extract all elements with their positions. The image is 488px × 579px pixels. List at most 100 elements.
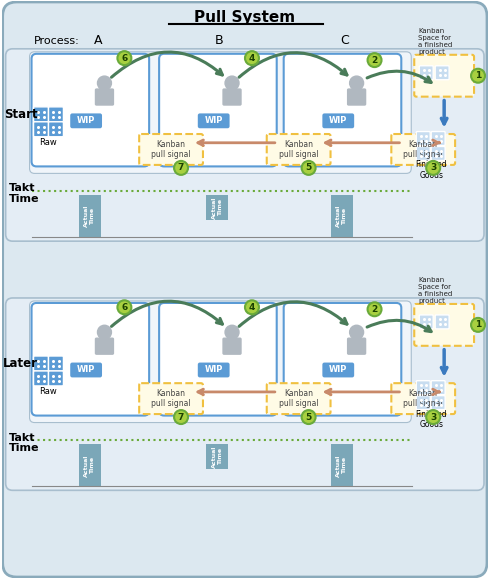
FancyBboxPatch shape (416, 395, 430, 409)
Text: WIP: WIP (204, 116, 223, 125)
Circle shape (118, 301, 131, 314)
Text: Pull System: Pull System (194, 10, 295, 25)
Circle shape (225, 325, 239, 339)
Text: Kanban
Space for
a finished
product: Kanban Space for a finished product (418, 277, 452, 304)
Text: WIP: WIP (329, 116, 347, 125)
FancyBboxPatch shape (96, 338, 113, 354)
Text: Kanban
pull signal: Kanban pull signal (279, 140, 319, 159)
FancyBboxPatch shape (30, 301, 411, 423)
Circle shape (174, 410, 188, 424)
Circle shape (349, 325, 364, 339)
FancyBboxPatch shape (197, 112, 231, 129)
FancyBboxPatch shape (416, 146, 430, 160)
Text: 6: 6 (122, 54, 127, 63)
Circle shape (349, 76, 364, 90)
Text: 7: 7 (178, 163, 184, 173)
Text: Finished
Goods: Finished Goods (415, 409, 447, 429)
Text: WIP: WIP (77, 116, 95, 125)
FancyBboxPatch shape (223, 338, 241, 354)
Text: B: B (215, 34, 223, 47)
Text: Time: Time (9, 195, 39, 204)
Text: Kanban
pull signal: Kanban pull signal (279, 389, 319, 408)
Text: Raw: Raw (40, 387, 58, 396)
Text: 1: 1 (475, 320, 481, 329)
Text: 5: 5 (305, 413, 312, 422)
Text: A: A (94, 34, 102, 47)
Text: Time: Time (9, 444, 39, 453)
Text: Actual
Time: Actual Time (84, 454, 95, 477)
Text: WIP: WIP (204, 365, 223, 375)
Circle shape (471, 69, 485, 83)
FancyBboxPatch shape (48, 356, 63, 371)
Text: 2: 2 (371, 56, 378, 65)
FancyBboxPatch shape (223, 89, 241, 105)
Circle shape (225, 76, 239, 90)
Text: Kanban
pull signal: Kanban pull signal (404, 140, 443, 159)
FancyBboxPatch shape (431, 131, 445, 145)
FancyBboxPatch shape (197, 361, 231, 379)
FancyBboxPatch shape (419, 66, 433, 80)
FancyBboxPatch shape (30, 52, 411, 173)
Text: Finished
Goods: Finished Goods (415, 160, 447, 180)
Text: Raw: Raw (40, 138, 58, 146)
FancyBboxPatch shape (48, 371, 63, 386)
Bar (79, 195, 101, 237)
Text: Actual
Time: Actual Time (212, 197, 223, 219)
FancyBboxPatch shape (284, 303, 401, 416)
FancyBboxPatch shape (267, 383, 330, 414)
Text: WIP: WIP (77, 365, 95, 375)
FancyBboxPatch shape (32, 303, 149, 416)
FancyBboxPatch shape (69, 112, 103, 129)
FancyBboxPatch shape (139, 383, 203, 414)
Text: Process:: Process: (34, 36, 79, 46)
FancyBboxPatch shape (414, 304, 474, 346)
Circle shape (367, 302, 382, 316)
Text: 4: 4 (249, 303, 255, 312)
FancyBboxPatch shape (96, 89, 113, 105)
FancyBboxPatch shape (416, 380, 430, 395)
Text: Start: Start (4, 108, 38, 120)
Text: 3: 3 (430, 413, 436, 422)
Text: Actual
Time: Actual Time (336, 205, 347, 228)
FancyBboxPatch shape (419, 315, 433, 329)
Text: Kanban
pull signal: Kanban pull signal (404, 389, 443, 408)
Text: C: C (340, 34, 349, 47)
FancyBboxPatch shape (48, 122, 63, 137)
FancyBboxPatch shape (267, 134, 330, 165)
Text: 4: 4 (249, 54, 255, 63)
FancyBboxPatch shape (69, 361, 103, 379)
Text: Actual
Time: Actual Time (336, 454, 347, 477)
FancyBboxPatch shape (431, 380, 445, 395)
FancyBboxPatch shape (435, 66, 449, 80)
FancyBboxPatch shape (6, 49, 484, 241)
FancyBboxPatch shape (321, 361, 355, 379)
FancyBboxPatch shape (6, 298, 484, 490)
FancyBboxPatch shape (284, 54, 401, 166)
Bar (331, 445, 353, 486)
Text: 1: 1 (475, 71, 481, 80)
Text: 5: 5 (305, 163, 312, 173)
Circle shape (245, 301, 259, 314)
Text: Actual
Time: Actual Time (84, 205, 95, 228)
FancyBboxPatch shape (34, 107, 48, 122)
Circle shape (118, 51, 131, 65)
Circle shape (174, 161, 188, 175)
FancyBboxPatch shape (391, 383, 455, 414)
Text: Kanban
pull signal: Kanban pull signal (151, 389, 191, 408)
Circle shape (426, 410, 440, 424)
FancyBboxPatch shape (416, 131, 430, 145)
FancyBboxPatch shape (391, 134, 455, 165)
FancyBboxPatch shape (347, 89, 366, 105)
Bar (206, 195, 228, 220)
Text: Takt: Takt (9, 433, 35, 442)
Circle shape (302, 410, 316, 424)
FancyBboxPatch shape (347, 338, 366, 354)
FancyBboxPatch shape (48, 107, 63, 122)
FancyBboxPatch shape (139, 134, 203, 165)
Text: 2: 2 (371, 305, 378, 314)
FancyBboxPatch shape (32, 54, 149, 166)
Text: 3: 3 (430, 163, 436, 173)
Text: Later: Later (3, 357, 38, 370)
Text: Kanban
pull signal: Kanban pull signal (151, 140, 191, 159)
FancyBboxPatch shape (431, 395, 445, 409)
